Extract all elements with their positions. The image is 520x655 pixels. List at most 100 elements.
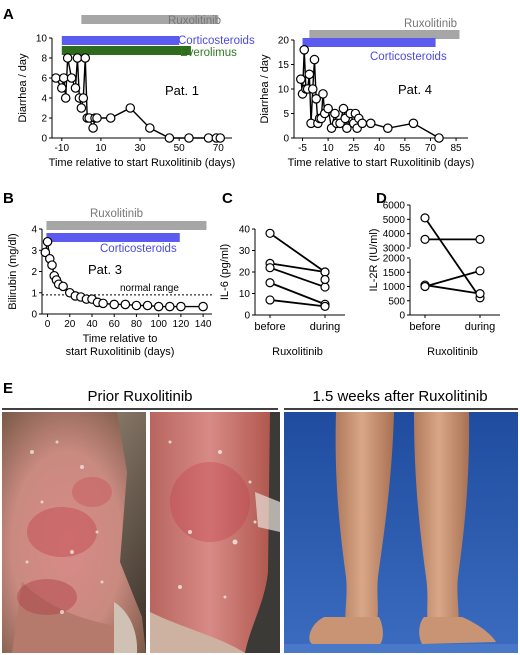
- y-tick-label: 30: [239, 246, 251, 257]
- treatment-bar-corticosteroids: [302, 38, 436, 47]
- data-point: [56, 83, 67, 93]
- data-point: [164, 301, 175, 312]
- data-point: [198, 301, 208, 312]
- data-point: [330, 108, 340, 119]
- data-point: [72, 53, 83, 63]
- chart-il6: 0 10 20 30 40 before during Ruxolitinib IL-6 (pg…: [219, 225, 345, 358]
- treatment-bar-everolimus: [61, 46, 191, 55]
- data-point: [365, 118, 376, 129]
- treatment-bar-corticosteroids: [61, 36, 180, 45]
- panel-letter-c: C: [222, 190, 233, 207]
- data-point: [42, 236, 53, 247]
- x-tick-label: 10: [95, 143, 107, 154]
- y-tick-label: 0: [244, 311, 250, 322]
- data-point: [357, 118, 368, 129]
- x-tick-label: 80: [131, 319, 143, 330]
- data-point: [318, 89, 328, 99]
- treatment-label-corticosteroids: Corticosteroids: [370, 51, 447, 63]
- y-tick-label: 8: [41, 54, 47, 65]
- y-tick-label: 5000: [383, 215, 406, 226]
- pair-line: [424, 217, 481, 299]
- y-tick-label: 1: [31, 288, 37, 299]
- data-point: [311, 94, 321, 104]
- point-before: [265, 278, 275, 288]
- x-tick-label: 60: [109, 319, 121, 330]
- y-tick-label: 2: [31, 267, 37, 278]
- patient-label: Pat. 4: [398, 82, 432, 97]
- data-point: [296, 74, 306, 84]
- after-ruxolitinib-label: 1.5 weeks after Ruxolitinib: [312, 388, 487, 405]
- data-point: [92, 113, 102, 123]
- pair-line: [424, 269, 481, 288]
- x-tick-label: 30: [134, 143, 146, 154]
- point-before: [420, 234, 430, 244]
- data-point: [215, 133, 226, 143]
- x-tick-label: 20: [64, 319, 76, 330]
- photo-prior-foot: [2, 412, 146, 653]
- y-tick-label: 4000: [383, 229, 406, 240]
- treatment-label-corticosteroids: Corticosteroids: [178, 35, 255, 47]
- x-tick-label: -10: [55, 143, 70, 154]
- data-point: [309, 54, 320, 65]
- treatment-label-ruxolitinib: Ruxolitinib: [90, 208, 143, 220]
- y-tick-label: 1000: [383, 282, 406, 293]
- data-point: [47, 260, 57, 270]
- data-point: [307, 84, 318, 94]
- pair-line: [269, 232, 326, 273]
- data-point: [40, 247, 51, 258]
- y-axis-label: Diarrhea / day: [17, 53, 29, 123]
- data-point: [62, 53, 73, 63]
- pair-line: [269, 281, 326, 306]
- y-tick-label: 0: [399, 311, 405, 322]
- data-point: [80, 53, 91, 63]
- pair-line: [269, 266, 326, 288]
- treatment-bar-ruxolitinib: [309, 30, 460, 39]
- data-point: [304, 69, 315, 80]
- data-point: [383, 123, 393, 133]
- y-axis-label: IL-6 (pg/ml): [219, 244, 231, 300]
- category-before: before: [254, 321, 285, 333]
- point-before: [420, 281, 430, 292]
- y-axis-label: Bilirubin (mg/dl): [7, 233, 19, 309]
- treatment-label-ruxolitinib: Ruxolitinib: [404, 18, 457, 30]
- data-point: [58, 73, 69, 83]
- data-point: [184, 133, 194, 143]
- treatment-label-everolimus: Everolimus: [180, 47, 237, 59]
- y-tick-label: 6: [41, 74, 47, 85]
- data-point: [60, 93, 71, 103]
- x-tick-label: 0: [45, 319, 51, 330]
- data-point: [299, 44, 310, 55]
- category-before: before: [409, 321, 440, 333]
- data-point: [120, 299, 131, 310]
- data-point: [434, 133, 444, 143]
- y-tick-label: 4: [31, 225, 37, 236]
- y-tick-label: 3: [31, 246, 37, 257]
- data-point: [145, 123, 155, 133]
- data-point: [323, 103, 333, 114]
- x-tick-label: 50: [174, 143, 186, 154]
- data-point: [51, 73, 61, 83]
- x-axis-label: Time relative to: [83, 333, 158, 345]
- chart-patient-4: Ruxolitinib Corticosteroids -5 10 25 40 55 70 85…: [259, 18, 474, 169]
- data-point: [125, 103, 136, 113]
- photo-prior-foot-art: [2, 412, 146, 653]
- photo-prior-leg-art: [150, 412, 280, 653]
- y-tick-label: 0: [41, 134, 47, 145]
- panel-letter-d: D: [376, 190, 387, 207]
- treatment-bar-ruxolitinib: [81, 15, 219, 24]
- patient-label: Pat. 1: [165, 83, 199, 98]
- treatment-label-corticosteroids: Corticosteroids: [100, 243, 177, 255]
- point-before: [265, 295, 275, 305]
- y-tick-label: 5: [283, 109, 289, 120]
- panel-letter-e: E: [3, 380, 13, 397]
- photo-prior-leg: [150, 412, 280, 653]
- pair-line: [424, 284, 481, 295]
- pair-line: [269, 299, 326, 308]
- data-point: [70, 83, 81, 93]
- y-tick-label: 0: [31, 310, 37, 321]
- panel-letter-a: A: [3, 6, 14, 23]
- data-point: [164, 133, 175, 143]
- y-tick-label: 2: [41, 114, 47, 125]
- data-point: [78, 93, 89, 103]
